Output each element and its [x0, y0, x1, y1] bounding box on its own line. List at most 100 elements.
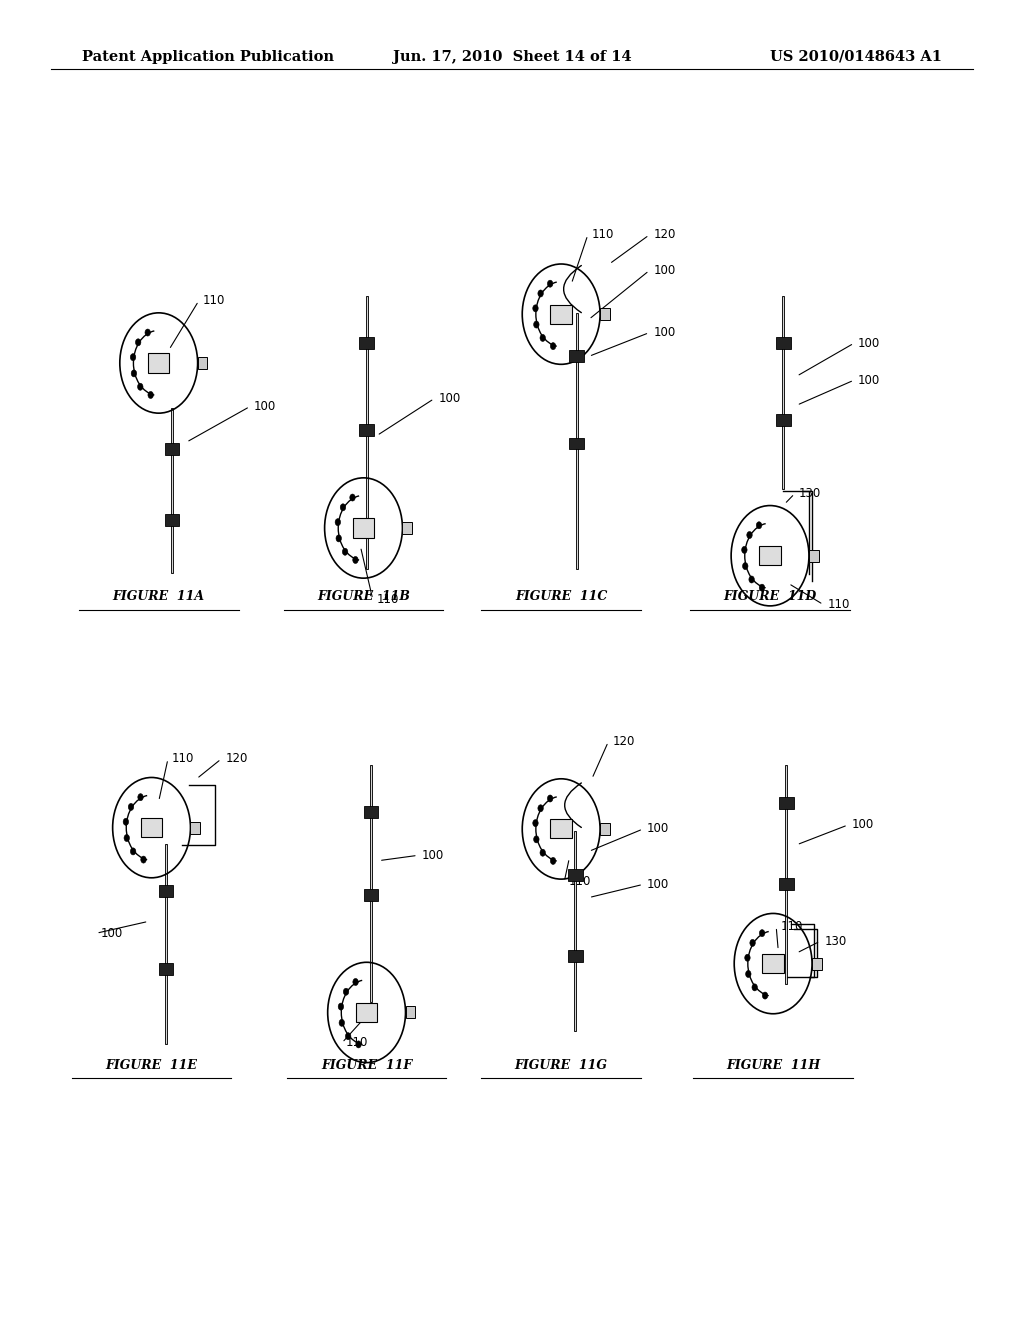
Text: 110: 110: [827, 598, 850, 611]
Circle shape: [128, 804, 134, 810]
Circle shape: [336, 535, 341, 543]
Circle shape: [340, 504, 346, 511]
FancyBboxPatch shape: [165, 513, 179, 525]
FancyBboxPatch shape: [568, 869, 583, 882]
FancyBboxPatch shape: [198, 356, 207, 370]
Circle shape: [744, 954, 751, 961]
Circle shape: [135, 339, 141, 346]
Circle shape: [742, 562, 748, 570]
Text: 100: 100: [438, 392, 461, 405]
Circle shape: [335, 519, 341, 525]
Circle shape: [124, 834, 129, 842]
Text: 110: 110: [203, 294, 225, 308]
Circle shape: [339, 1019, 344, 1027]
Text: FIGURE  11A: FIGURE 11A: [113, 590, 205, 603]
Circle shape: [534, 836, 539, 843]
Circle shape: [538, 290, 544, 297]
Circle shape: [343, 989, 349, 995]
FancyBboxPatch shape: [760, 546, 780, 565]
FancyBboxPatch shape: [165, 442, 179, 454]
Circle shape: [138, 793, 143, 801]
Text: FIGURE  11B: FIGURE 11B: [317, 590, 410, 603]
FancyBboxPatch shape: [809, 549, 819, 562]
Circle shape: [540, 334, 546, 342]
FancyBboxPatch shape: [148, 354, 169, 372]
FancyBboxPatch shape: [159, 884, 173, 898]
FancyBboxPatch shape: [356, 1003, 377, 1022]
FancyBboxPatch shape: [569, 350, 584, 362]
Circle shape: [759, 585, 765, 591]
Text: 100: 100: [100, 927, 123, 940]
Circle shape: [140, 857, 146, 863]
Circle shape: [550, 858, 556, 865]
Circle shape: [762, 993, 768, 999]
Circle shape: [145, 329, 151, 337]
Text: 100: 100: [254, 400, 276, 413]
FancyBboxPatch shape: [364, 805, 378, 817]
Circle shape: [745, 970, 751, 978]
Text: 110: 110: [172, 752, 195, 766]
Text: FIGURE  11E: FIGURE 11E: [105, 1059, 198, 1072]
Circle shape: [548, 795, 553, 803]
Text: Jun. 17, 2010  Sheet 14 of 14: Jun. 17, 2010 Sheet 14 of 14: [392, 50, 632, 63]
Circle shape: [540, 849, 546, 857]
Circle shape: [137, 383, 143, 391]
FancyBboxPatch shape: [779, 796, 794, 808]
Text: FIGURE  11F: FIGURE 11F: [321, 1059, 413, 1072]
Text: FIGURE  11C: FIGURE 11C: [515, 590, 607, 603]
Circle shape: [130, 354, 136, 360]
Circle shape: [749, 576, 755, 583]
FancyBboxPatch shape: [406, 1006, 416, 1019]
FancyBboxPatch shape: [763, 954, 783, 973]
FancyBboxPatch shape: [779, 879, 794, 890]
FancyBboxPatch shape: [190, 821, 201, 834]
Text: 130: 130: [799, 487, 821, 500]
Text: 110: 110: [346, 1036, 369, 1049]
Text: 120: 120: [612, 735, 635, 748]
FancyBboxPatch shape: [402, 521, 412, 535]
Circle shape: [130, 847, 136, 855]
Text: Patent Application Publication: Patent Application Publication: [82, 50, 334, 63]
Circle shape: [342, 548, 348, 556]
Circle shape: [345, 1032, 351, 1040]
Circle shape: [760, 929, 765, 937]
Circle shape: [550, 343, 556, 350]
Text: 120: 120: [653, 228, 676, 242]
FancyBboxPatch shape: [141, 818, 162, 837]
Circle shape: [757, 521, 762, 529]
Circle shape: [131, 370, 136, 378]
Text: 100: 100: [647, 822, 670, 836]
Text: US 2010/0148643 A1: US 2010/0148643 A1: [770, 50, 942, 63]
Circle shape: [355, 1041, 361, 1048]
FancyBboxPatch shape: [776, 337, 791, 348]
Text: 130: 130: [824, 935, 847, 948]
FancyBboxPatch shape: [551, 305, 571, 323]
FancyBboxPatch shape: [600, 822, 610, 836]
FancyBboxPatch shape: [569, 437, 584, 449]
Text: 110: 110: [780, 920, 803, 933]
FancyBboxPatch shape: [364, 890, 378, 900]
Text: 110: 110: [592, 228, 614, 242]
FancyBboxPatch shape: [359, 424, 374, 436]
Text: 100: 100: [653, 326, 676, 339]
Text: 100: 100: [858, 337, 881, 350]
FancyBboxPatch shape: [568, 950, 583, 961]
Text: 110: 110: [377, 593, 399, 606]
Circle shape: [350, 494, 355, 502]
FancyBboxPatch shape: [551, 820, 571, 838]
FancyBboxPatch shape: [776, 413, 791, 425]
Circle shape: [534, 321, 539, 329]
Circle shape: [750, 940, 756, 946]
Text: 120: 120: [225, 752, 248, 766]
Circle shape: [752, 983, 758, 991]
Text: 100: 100: [852, 818, 874, 832]
Text: FIGURE  11G: FIGURE 11G: [515, 1059, 607, 1072]
Text: 100: 100: [858, 374, 881, 387]
Text: 110: 110: [568, 875, 591, 888]
Text: 100: 100: [422, 849, 444, 862]
Circle shape: [353, 978, 358, 986]
Circle shape: [746, 532, 753, 539]
Circle shape: [538, 805, 544, 812]
Circle shape: [532, 820, 539, 826]
Circle shape: [548, 280, 553, 288]
